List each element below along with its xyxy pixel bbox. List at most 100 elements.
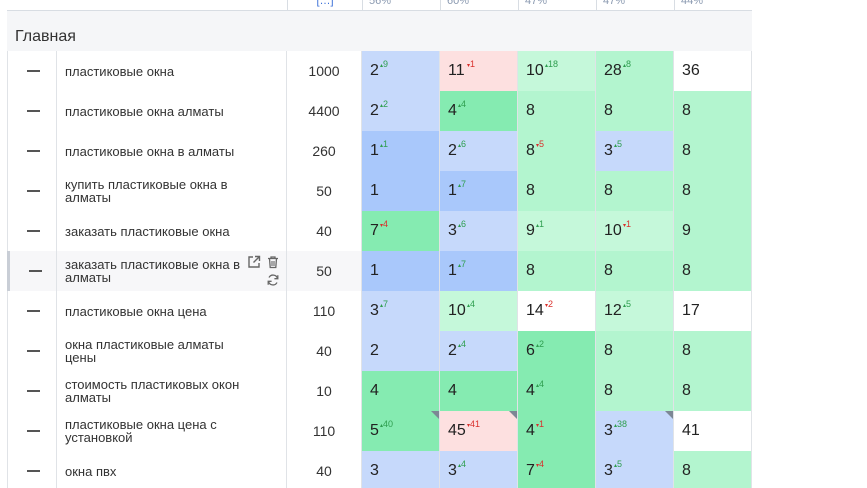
table-row[interactable]: пластиковые окна цена с установкой 110 5 ▴4… [7,411,752,452]
position-cell[interactable]: 36 [674,51,752,91]
table-row[interactable]: пластиковые окна цена 110 3 ▴7 10 ▴4 14 ▾2 12 ▴5 1… [7,291,752,332]
position-cell[interactable]: 2 ▴4 [440,331,518,371]
position-cell[interactable]: 8 [674,251,752,291]
note-corner-marker [665,411,673,419]
external-link-icon[interactable] [247,255,261,269]
position-cell[interactable]: 1 ▴7 [440,251,518,291]
position-cell[interactable]: 41 [674,411,752,451]
position-value: 3 [370,462,379,479]
row-collapse-toggle[interactable] [7,411,57,451]
position-cell[interactable]: 10 ▾1 [596,211,674,251]
position-cell[interactable]: 8 ▾5 [518,131,596,171]
position-cell[interactable]: 8 [596,371,674,411]
row-collapse-toggle[interactable] [7,171,57,211]
position-cell[interactable]: 8 [674,451,752,488]
position-cell[interactable]: 4 ▾1 [518,411,596,451]
position-cell[interactable]: 8 [596,91,674,131]
position-cell[interactable]: 8 [596,331,674,371]
position-cell[interactable]: 1 [362,251,440,291]
position-value: 9 [682,222,691,239]
position-cell[interactable]: 3 ▴7 [362,291,440,331]
position-cell[interactable]: 2 ▴6 [440,131,518,171]
position-cell[interactable]: 4 ▴4 [518,371,596,411]
position-cell[interactable]: 2 [362,331,440,371]
position-cell[interactable]: 6 ▴2 [518,331,596,371]
table-row[interactable]: пластиковые окна 1000 2 ▴9 11 ▾1 10 ▴18 28 ▴8 36 [7,51,752,92]
row-collapse-toggle[interactable] [7,451,57,488]
header-filter-link[interactable]: […] [287,0,362,10]
position-cell[interactable]: 8 [674,371,752,411]
table-row[interactable]: окна пвх 40 3 3 ▴4 7 ▾4 3 ▴5 8 [7,451,752,488]
position-change-value: 41 [470,419,481,429]
position-cell[interactable]: 8 [596,251,674,291]
table-row[interactable]: купить пластиковые окна в алматы 50 1 1 ▴7 8 8… [7,171,752,212]
position-cell[interactable]: 11 ▾1 [440,51,518,91]
position-cell[interactable]: 4 [362,371,440,411]
position-cell[interactable]: 1 ▴1 [362,131,440,171]
position-cell[interactable]: 9 ▴1 [518,211,596,251]
minus-icon [27,310,40,312]
position-cell[interactable]: 12 ▴5 [596,291,674,331]
position-cell[interactable]: 8 [518,171,596,211]
position-cell[interactable]: 8 [518,91,596,131]
row-collapse-toggle[interactable] [7,251,57,291]
table-row[interactable]: пластиковые окна в алматы 260 1 ▴1 2 ▴6 8 ▾5 3 ▴5… [7,131,752,172]
row-collapse-toggle[interactable] [7,51,57,91]
position-cell[interactable]: 45 ▾41 [440,411,518,451]
position-value: 12 [604,302,622,319]
position-cell[interactable]: 5 ▴40 [362,411,440,451]
position-cell[interactable]: 8 [674,171,752,211]
position-cell[interactable]: 8 [674,91,752,131]
position-value: 8 [682,382,691,399]
position-change-up: ▴4 [467,300,475,311]
position-change-value: 6 [461,139,467,149]
position-cell[interactable]: 10 ▴18 [518,51,596,91]
position-cell[interactable]: 8 [596,171,674,211]
position-cell[interactable]: 3 [362,451,440,488]
position-change-up: ▴2 [536,340,544,351]
refresh-icon[interactable] [266,273,280,287]
position-cell[interactable]: 4 [440,371,518,411]
table-row[interactable]: заказать пластиковые окна в алматы 50 1 1 ▴7… [7,251,752,292]
position-value: 28 [604,62,622,79]
position-cell[interactable]: 28 ▴8 [596,51,674,91]
position-cell[interactable]: 8 [674,131,752,171]
row-collapse-toggle[interactable] [7,131,57,171]
table-row[interactable]: стоимость пластиковых окон алматы 10 4 4 4 ▴4… [7,371,752,412]
position-cell[interactable]: 3 ▴6 [440,211,518,251]
position-change-up: ▴2 [380,100,388,111]
position-cell[interactable]: 1 ▴7 [440,171,518,211]
position-change-down: ▾1 [623,220,631,231]
position-cell[interactable]: 4 ▴4 [440,91,518,131]
position-cell[interactable]: 3 ▴5 [596,131,674,171]
row-collapse-toggle[interactable] [7,291,57,331]
position-cell[interactable]: 7 ▾4 [518,451,596,488]
arrow-up-icon: ▴ [458,103,462,109]
row-actions [247,255,283,289]
position-cell[interactable]: 3 ▴4 [440,451,518,488]
keyword-cell: окна пвх [57,451,287,488]
position-cell[interactable]: 8 [674,331,752,371]
position-cell[interactable]: 17 [674,291,752,331]
row-collapse-toggle[interactable] [7,331,57,371]
table-row[interactable]: окна пластиковые алматы цены 40 2 2 ▴4 6 ▴2 8 8 [7,331,752,372]
row-collapse-toggle[interactable] [7,91,57,131]
row-collapse-toggle[interactable] [7,371,57,411]
arrow-up-icon: ▴ [380,423,384,429]
position-cell[interactable]: 2 ▴9 [362,51,440,91]
position-cell[interactable]: 10 ▴4 [440,291,518,331]
table-row[interactable]: заказать пластиковые окна 40 7 ▾4 3 ▴6 9 ▴1 10 ▾1… [7,211,752,252]
position-cell[interactable]: 8 [518,251,596,291]
position-cell[interactable]: 14 ▾2 [518,291,596,331]
minus-icon [29,270,42,272]
position-cell[interactable]: 7 ▾4 [362,211,440,251]
trash-icon[interactable] [266,255,280,269]
table-row[interactable]: пластиковые окна алматы 4400 2 ▴2 4 ▴4 8 8 8 [7,91,752,132]
position-cell[interactable]: 2 ▴2 [362,91,440,131]
position-cell[interactable]: 1 [362,171,440,211]
position-cell[interactable]: 3 ▴38 [596,411,674,451]
row-collapse-toggle[interactable] [7,211,57,251]
position-cell[interactable]: 9 [674,211,752,251]
position-cell[interactable]: 3 ▴5 [596,451,674,488]
keyword-text: купить пластиковые окна в алматы [65,177,228,205]
